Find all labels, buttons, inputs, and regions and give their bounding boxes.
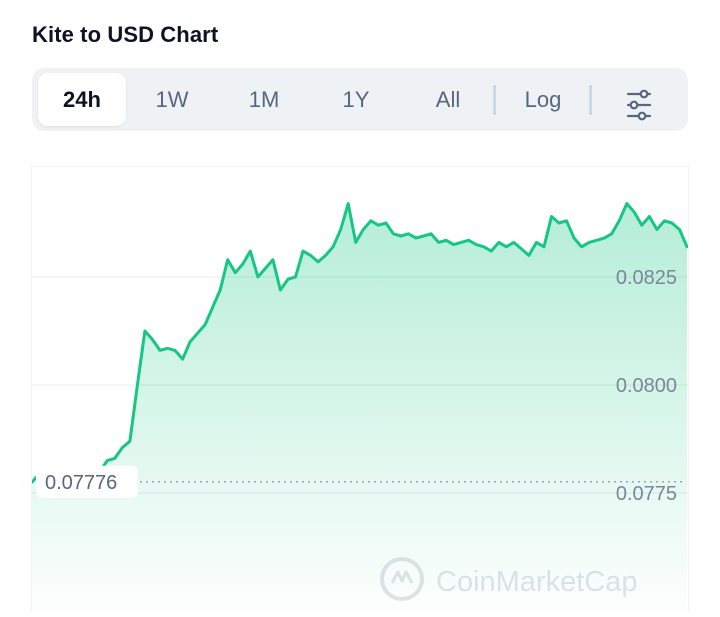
tab-1m[interactable]: 1M [248,87,280,112]
tab-all[interactable]: All [435,87,461,112]
tab-24h[interactable]: 24h [38,73,126,126]
time-range-tabs: 24h 1W 1M 1Y All Log [32,68,688,131]
y-tick-label: 0.0825 [616,267,677,289]
coinmarketcap-logo-icon [380,557,424,601]
sliders-icon [626,89,652,121]
tab-1y[interactable]: 1Y [342,87,370,112]
log-toggle[interactable]: Log [524,87,562,112]
axis-labels: 0.0825 0.0800 0.0775 0.07776 [36,267,677,505]
reference-price-label: 0.07776 [45,472,117,494]
watermark: CoinMarketCap [380,557,637,601]
price-area [32,203,687,612]
coinmarketcap-logo-mark [390,570,414,584]
price-chart-svg: CoinMarketCap 0.0825 0.0800 0.0775 0.07776 [30,202,689,612]
watermark-text: CoinMarketCap [436,566,637,598]
y-tick-label: 0.0775 [616,483,677,505]
chart-settings-button[interactable] [613,73,665,126]
chart-title: Kite to USD Chart [32,22,219,47]
reference-label-bg [36,465,138,498]
tab-divider [493,85,496,115]
tab-1w[interactable]: 1W [155,87,189,112]
y-tick-label: 0.0800 [616,375,677,397]
price-chart[interactable]: CoinMarketCap 0.0825 0.0800 0.0775 0.07776 [30,166,689,612]
price-line [30,202,689,493]
tab-divider [589,85,592,115]
